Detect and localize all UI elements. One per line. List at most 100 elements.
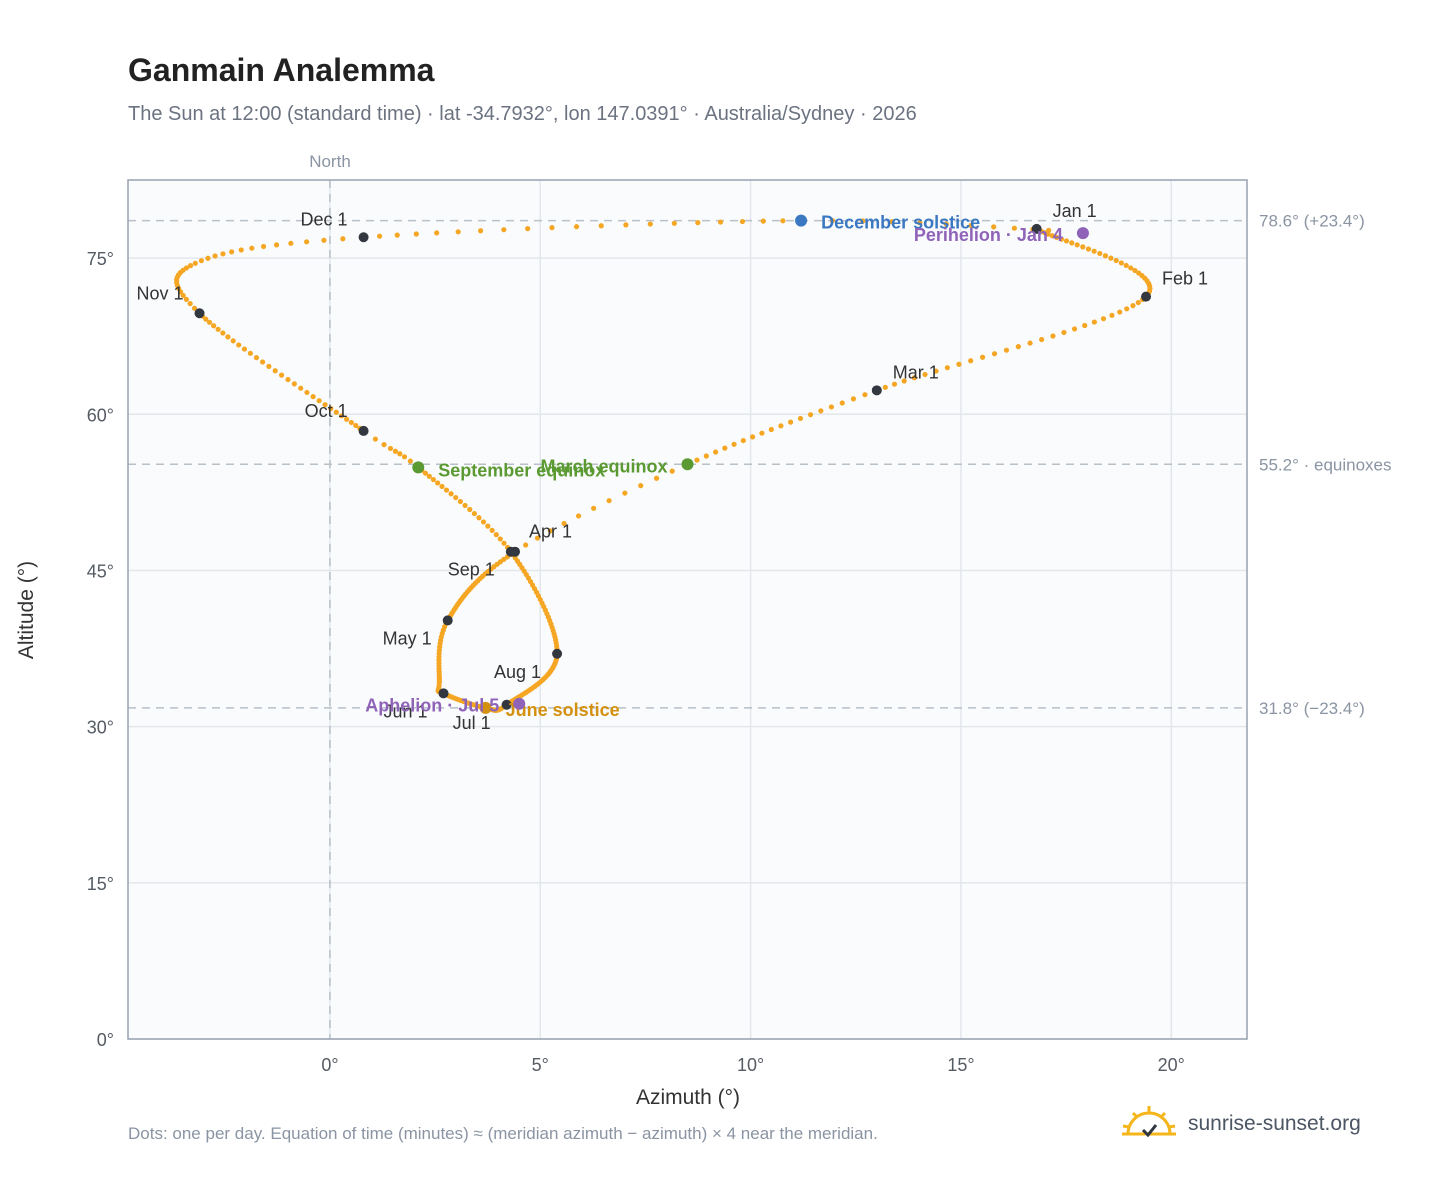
day-dot bbox=[991, 351, 998, 357]
day-dot bbox=[397, 451, 403, 457]
day-dot bbox=[272, 368, 278, 374]
y-tick-label: 75° bbox=[87, 249, 114, 269]
day-dot bbox=[434, 230, 440, 236]
day-dot bbox=[413, 231, 419, 237]
day-dot bbox=[828, 404, 835, 410]
event-marker bbox=[479, 701, 492, 714]
event-label: September equinox bbox=[438, 460, 605, 480]
day-dot bbox=[860, 218, 866, 224]
day-dot bbox=[922, 371, 928, 378]
day-dot bbox=[829, 217, 836, 224]
day-dot bbox=[192, 260, 198, 266]
day-dot bbox=[797, 415, 804, 422]
day-dot bbox=[443, 487, 450, 493]
month-markers: Jan 1 Feb 1 Mar 1 Apr 1 May 1 Jun 1 Jul 1 Aug 1… bbox=[136, 201, 1208, 733]
day-dot bbox=[236, 342, 242, 348]
x-tick-label: 5° bbox=[532, 1055, 549, 1075]
day-dot bbox=[1109, 312, 1115, 318]
day-dot bbox=[183, 296, 189, 302]
day-dot bbox=[787, 419, 794, 425]
day-dot bbox=[1082, 322, 1088, 329]
day-dot bbox=[247, 350, 253, 356]
day-dot bbox=[575, 513, 582, 519]
x-tick-label: 0° bbox=[321, 1055, 338, 1075]
day-dot bbox=[979, 354, 986, 360]
month-label: Aug 1 bbox=[494, 662, 541, 682]
x-tick-label: 15° bbox=[947, 1055, 974, 1075]
day-dot bbox=[749, 434, 756, 440]
day-dot bbox=[1091, 248, 1097, 254]
day-dot bbox=[249, 245, 255, 251]
day-dot bbox=[713, 449, 719, 455]
day-dot bbox=[266, 363, 272, 369]
month-label: Jul 1 bbox=[453, 713, 491, 733]
day-dot bbox=[695, 220, 701, 226]
day-dot bbox=[1097, 250, 1103, 257]
month-label: Dec 1 bbox=[301, 209, 348, 229]
month-label: Jun 1 bbox=[383, 701, 427, 721]
day-dot bbox=[259, 359, 266, 365]
day-dot bbox=[340, 236, 346, 242]
day-dot bbox=[1100, 316, 1107, 322]
day-dot bbox=[493, 532, 499, 538]
day-dot bbox=[1046, 227, 1052, 233]
day-dot bbox=[467, 506, 473, 513]
day-dot bbox=[780, 218, 786, 224]
day-dot bbox=[338, 413, 345, 419]
day-dot bbox=[760, 218, 766, 224]
day-dot bbox=[1080, 244, 1086, 250]
day-dot bbox=[376, 233, 383, 239]
day-dot bbox=[322, 402, 328, 408]
month-marker bbox=[442, 615, 453, 626]
day-dot bbox=[1063, 238, 1070, 244]
day-dot bbox=[991, 224, 997, 230]
day-dot bbox=[850, 396, 857, 402]
month-label: Nov 1 bbox=[136, 283, 183, 303]
day-dot bbox=[638, 483, 644, 489]
day-dot bbox=[917, 220, 923, 226]
day-dot bbox=[298, 385, 304, 391]
day-dot bbox=[273, 242, 280, 248]
day-dot bbox=[501, 540, 507, 546]
day-dot bbox=[392, 448, 398, 454]
day-dot bbox=[430, 476, 437, 483]
day-dot bbox=[1124, 306, 1130, 312]
month-label: Mar 1 bbox=[893, 362, 939, 382]
day-dot bbox=[457, 498, 463, 505]
brand[interactable]: sunrise-sunset.org bbox=[1120, 1102, 1361, 1146]
day-dot bbox=[933, 368, 939, 374]
day-dot bbox=[238, 247, 244, 253]
plot-frame bbox=[127, 179, 1248, 1040]
event-marker bbox=[412, 461, 425, 474]
day-dot bbox=[180, 292, 186, 299]
y-tick-label: 30° bbox=[87, 718, 114, 738]
day-dot bbox=[435, 480, 441, 486]
day-dot bbox=[344, 416, 350, 422]
day-dot bbox=[1011, 225, 1017, 231]
day-dot bbox=[212, 253, 218, 259]
day-dot bbox=[333, 409, 339, 415]
day-dot bbox=[740, 437, 746, 444]
month-marker bbox=[501, 699, 512, 710]
day-dot bbox=[485, 523, 491, 529]
month-label: May 1 bbox=[383, 628, 432, 648]
day-dot bbox=[671, 220, 677, 226]
day-dot bbox=[260, 243, 267, 250]
day-dot bbox=[1015, 344, 1021, 350]
day-dot bbox=[462, 502, 468, 509]
day-dot bbox=[211, 323, 217, 329]
day-dot bbox=[304, 239, 310, 245]
reference-label: 31.8° (−23.4°) bbox=[1259, 699, 1365, 718]
day-dot bbox=[476, 515, 482, 521]
day-dot bbox=[653, 475, 660, 481]
day-dot bbox=[891, 381, 898, 387]
x-tick-label: 10° bbox=[737, 1055, 764, 1075]
day-dot bbox=[253, 355, 260, 361]
day-dot bbox=[439, 483, 445, 490]
day-dot bbox=[944, 365, 950, 371]
day-dot bbox=[1113, 257, 1119, 264]
day-dot bbox=[471, 510, 477, 517]
day-dot bbox=[372, 436, 378, 442]
meridian-label: North bbox=[309, 152, 351, 171]
reference-label: 55.2° · equinoxes bbox=[1259, 455, 1392, 474]
